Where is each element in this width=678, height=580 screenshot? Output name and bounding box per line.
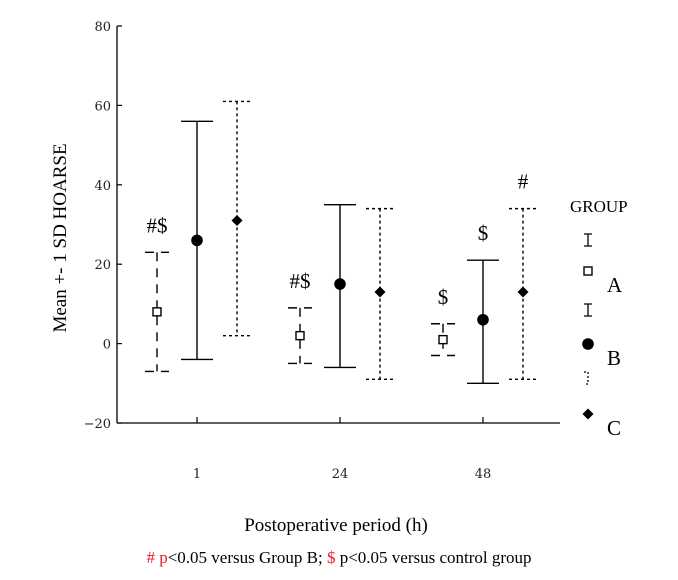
- significance-mark: #$: [147, 213, 168, 237]
- legend-line-icon: [584, 371, 589, 385]
- y-tick-label: 80: [94, 20, 111, 35]
- error-bar-chart: −20 0 20 40 60 80 1 24 48 #$ #$ $ $ # GROUP A B C Mean …: [50, 20, 628, 536]
- error-bar-c-24: [366, 207, 394, 381]
- legend-label: A: [607, 273, 623, 297]
- legend-item-b: B: [582, 303, 621, 370]
- legend-marker-icon: [582, 408, 594, 420]
- mean-marker: [152, 307, 162, 317]
- y-tick-label: 60: [94, 99, 111, 114]
- error-bar-a-1: [145, 251, 169, 373]
- legend-label: C: [607, 416, 621, 440]
- mean-marker: [374, 286, 386, 298]
- error-bar-a-48: [431, 323, 455, 357]
- legend-line-icon: [584, 303, 592, 317]
- legend-item-c: C: [582, 371, 621, 440]
- legend-marker-icon: [583, 266, 593, 276]
- footnote-dollar-text: p<0.05 versus control group: [339, 548, 532, 567]
- error-bar-c-1: [223, 100, 251, 337]
- legend-title: GROUP: [570, 197, 628, 216]
- x-tick-label: 1: [193, 467, 201, 482]
- mean-marker: [231, 215, 243, 227]
- error-bar-b-24: [324, 203, 356, 369]
- legend-item-a: A: [583, 233, 623, 297]
- mean-marker: [517, 286, 529, 298]
- error-bar-c-48: [509, 207, 537, 381]
- footnote-dollar-symbol: $: [326, 548, 336, 567]
- x-axis-title: Postoperative period (h): [244, 515, 428, 536]
- mean-marker: [477, 313, 489, 326]
- y-axis-title: Mean +- 1 SD HOARSE: [50, 143, 71, 332]
- mean-marker: [191, 234, 203, 247]
- y-tick-label: 0: [103, 338, 111, 353]
- x-tick-label: 24: [332, 467, 349, 482]
- legend-label: B: [607, 346, 621, 370]
- error-bar-b-1: [181, 120, 213, 361]
- footnote-hash-text: <0.05 versus Group B;: [167, 548, 323, 567]
- y-tick-label: 20: [94, 258, 111, 273]
- mean-marker: [295, 330, 305, 341]
- legend-line-icon: [584, 233, 592, 247]
- x-tick-label: 48: [475, 467, 492, 482]
- footnote-p-letter: p: [159, 548, 168, 567]
- significance-mark: $: [438, 285, 449, 309]
- significance-mark: #$: [290, 269, 311, 293]
- significance-mark: $: [478, 221, 489, 245]
- significance-mark: #: [518, 170, 529, 194]
- footnote: # p<0.05 versus Group B; $ p<0.05 versus…: [0, 548, 678, 568]
- footnote-hash-symbol: #: [146, 548, 155, 567]
- y-tick-label: 40: [94, 179, 111, 194]
- error-bar-b-48: [467, 259, 499, 384]
- mean-marker: [334, 278, 346, 290]
- legend-marker-icon: [582, 338, 594, 350]
- mean-marker: [438, 334, 448, 345]
- y-tick-label: −20: [84, 417, 111, 432]
- error-bar-a-24: [288, 307, 312, 365]
